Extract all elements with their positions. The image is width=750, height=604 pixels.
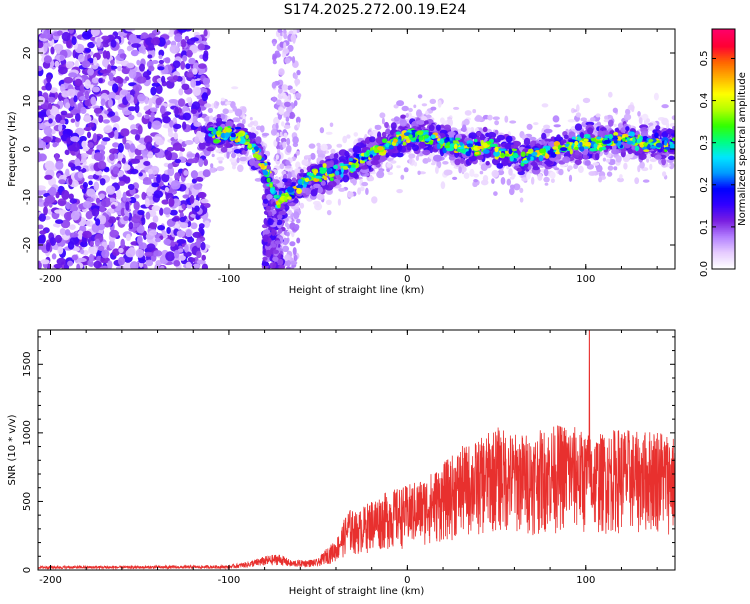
y-tick-label: 1000	[22, 420, 33, 445]
colorbar-tick-label: 0.2	[699, 177, 710, 193]
y-tick-label: 10	[22, 95, 33, 108]
x-tick-label: -200	[39, 575, 62, 586]
chart-title: S174.2025.272.00.19.E24	[284, 2, 467, 18]
x-axis-label: Height of straight line (km)	[289, 285, 425, 296]
x-tick-label: 0	[404, 274, 410, 285]
colorbar-tick-label: 0.5	[699, 51, 710, 67]
colorbar-tick-label: 0.3	[699, 135, 710, 151]
x-tick-label: 0	[404, 575, 410, 586]
y-axis-label: Frequency (Hz)	[7, 111, 18, 187]
y-tick-label: 0	[22, 567, 33, 573]
colorbar-tick-label: 0.1	[699, 219, 710, 235]
x-tick-label: -200	[39, 274, 62, 285]
x-tick-label: -100	[218, 274, 241, 285]
colorbar-label: Normalized spectral amplitude	[737, 72, 748, 226]
colorbar: 0.0 0.1 0.2 0.3 0.4 0.5 Normalized spectral am…	[699, 29, 748, 277]
colorbar-tick-label: 0.4	[699, 93, 710, 109]
y-tick-label: -10	[22, 189, 33, 205]
x-tick-label: 100	[576, 274, 595, 285]
y-axis-label: SNR (10 * v/v)	[7, 414, 18, 485]
x-tick-label: -100	[218, 575, 241, 586]
y-tick-label: -20	[22, 237, 33, 253]
x-tick-label: 100	[576, 575, 595, 586]
y-tick-label: 0	[22, 146, 33, 152]
colorbar-tick-label: 0.0	[699, 261, 710, 277]
y-tick-label: 1500	[22, 352, 33, 377]
y-tick-label: 500	[22, 492, 33, 511]
y-tick-label: 20	[22, 47, 33, 60]
x-axis-label: Height of straight line (km)	[289, 586, 425, 597]
